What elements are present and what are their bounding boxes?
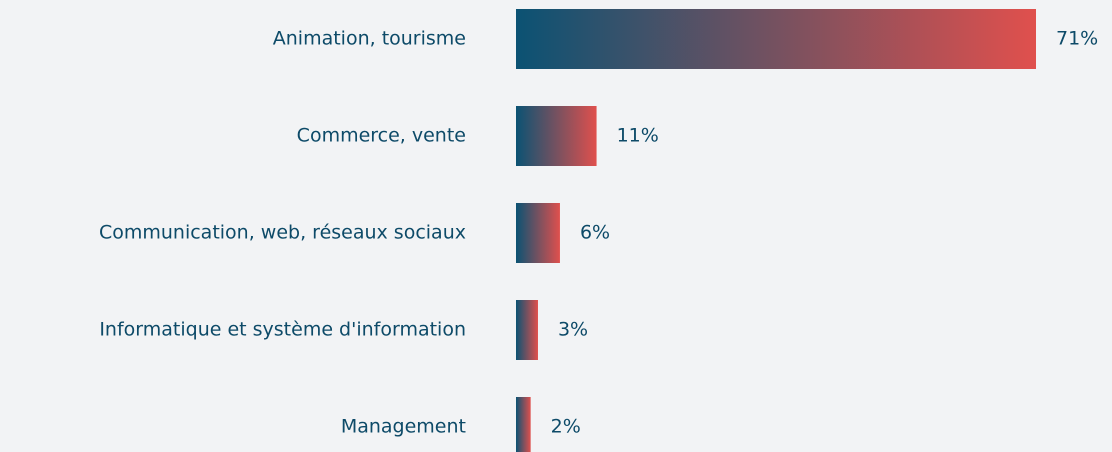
value-label: 6% bbox=[580, 222, 610, 244]
bar bbox=[516, 397, 531, 452]
bar bbox=[516, 106, 597, 166]
category-label: Informatique et système d'information bbox=[99, 319, 466, 341]
value-label: 3% bbox=[558, 319, 588, 341]
category-label: Management bbox=[341, 416, 466, 438]
bar bbox=[516, 9, 1036, 69]
bar bbox=[516, 203, 560, 263]
category-label: Animation, tourisme bbox=[273, 28, 466, 50]
value-label: 71% bbox=[1056, 28, 1098, 50]
category-label: Commerce, vente bbox=[297, 125, 466, 147]
category-label: Communication, web, réseaux sociaux bbox=[99, 222, 466, 244]
value-label: 2% bbox=[551, 416, 581, 438]
value-label: 11% bbox=[617, 125, 659, 147]
bar bbox=[516, 300, 538, 360]
